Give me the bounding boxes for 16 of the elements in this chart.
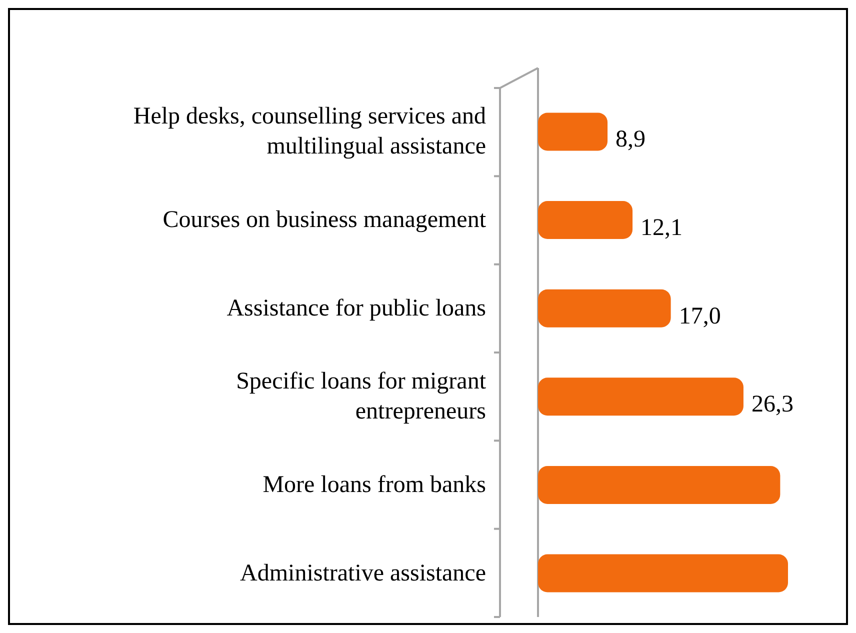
y-tick-label: Assistance for public loans bbox=[226, 295, 486, 322]
data-label: 26,3 bbox=[751, 392, 794, 418]
data-label: 12,1 bbox=[640, 215, 683, 242]
bar bbox=[538, 466, 780, 504]
bar bbox=[538, 378, 744, 416]
bar bbox=[538, 112, 608, 151]
bar bbox=[538, 201, 633, 240]
data-label: 8,9 bbox=[616, 126, 646, 153]
y-tick-label: Specific loans for migrant entrepreneurs bbox=[236, 368, 486, 425]
y-tick-label: More loans from banks bbox=[262, 472, 486, 498]
bar bbox=[538, 289, 671, 328]
bar bbox=[538, 554, 788, 592]
y-tick-label: Administrative assistance bbox=[240, 560, 486, 586]
y-tick-label: Help desks, counselling services and multilingual assistance bbox=[133, 104, 486, 160]
data-label: 17,0 bbox=[678, 303, 721, 330]
y-tick-label: Courses on business management bbox=[162, 207, 486, 234]
